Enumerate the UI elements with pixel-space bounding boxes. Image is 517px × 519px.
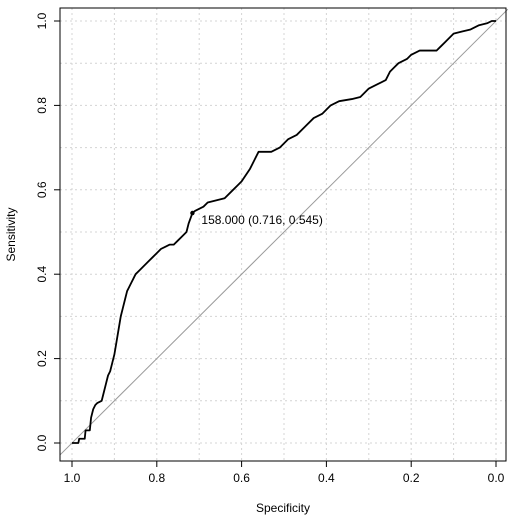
reference-diagonal-line xyxy=(59,8,509,456)
y-tick-label: 0.0 xyxy=(35,434,49,451)
grid-lines xyxy=(60,8,506,461)
threshold-annotation: 158.000 (0.716, 0.545) xyxy=(190,210,323,227)
x-tick-label: 1.0 xyxy=(64,471,81,485)
roc-curve xyxy=(72,20,496,444)
y-tick-label: 0.6 xyxy=(35,181,49,198)
x-axis-ticks: 1.0 0.8 0.6 0.4 0.2 0.0 xyxy=(64,461,505,485)
y-axis-ticks: 0.0 0.2 0.4 0.6 0.8 1.0 xyxy=(35,12,60,451)
x-tick-label: 0.4 xyxy=(318,471,335,485)
y-tick-label: 0.4 xyxy=(35,266,49,283)
y-tick-label: 1.0 xyxy=(35,12,49,29)
plot-frame xyxy=(59,7,507,462)
y-axis-label: Sensitivity xyxy=(4,207,18,261)
x-tick-label: 0.2 xyxy=(403,471,420,485)
threshold-label: 158.000 (0.716, 0.545) xyxy=(201,213,322,227)
roc-curve-line xyxy=(72,20,496,444)
x-tick-label: 0.0 xyxy=(488,471,505,485)
threshold-point xyxy=(190,210,195,216)
y-tick-label: 0.8 xyxy=(35,97,49,114)
reference-diagonal xyxy=(59,8,509,456)
x-axis-label: Specificity xyxy=(256,501,310,515)
x-tick-label: 0.6 xyxy=(233,471,250,485)
y-tick-label: 0.2 xyxy=(35,350,49,367)
x-tick-label: 0.8 xyxy=(148,471,165,485)
